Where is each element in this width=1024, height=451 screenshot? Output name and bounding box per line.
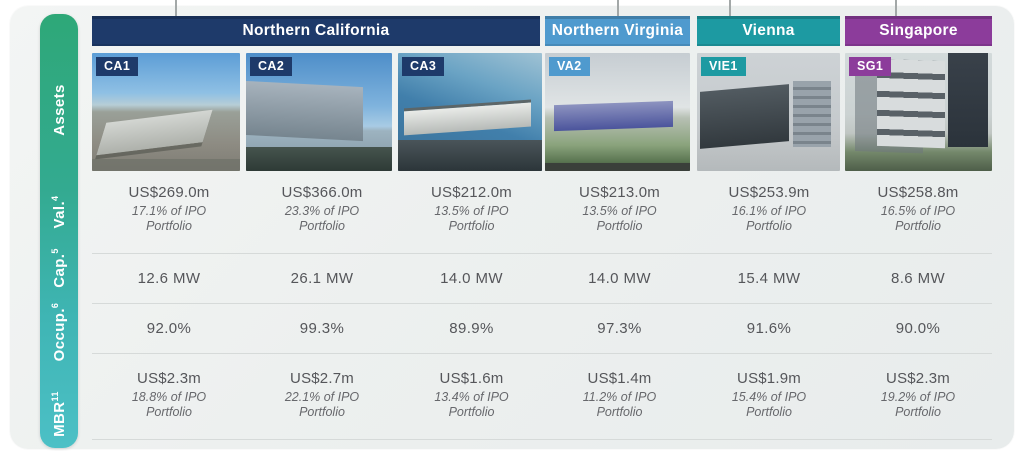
occupancy-cell-va2: 97.3%: [597, 320, 642, 337]
valuation-cell-va2: US$213.0m 13.5% of IPO Portfolio: [578, 184, 660, 234]
capacity-cell-ca1: 12.6 MW: [137, 270, 201, 287]
capacity-cell-ca3: 14.0 MW: [440, 270, 503, 287]
callout-line: [895, 0, 897, 17]
valuation-cell-ca2: US$366.0m 23.3% of IPO Portfolio: [281, 184, 363, 234]
row-labels-sidebar: Assets Val.4 Cap.5 Occup.6 MBR11: [40, 14, 78, 448]
row-label-assets: Assets: [51, 84, 68, 136]
asset-photo-ca1: CA1: [92, 53, 240, 171]
valuation-row: US$269.0m 17.1% of IPO Portfolio US$366.0…: [92, 174, 992, 254]
region-header-northern-virginia: Northern Virginia: [545, 16, 690, 46]
mbr-cell-ca2: US$2.7m 22.1% of IPO Portfolio: [284, 370, 360, 420]
asset-photo-vie1: VIE1: [697, 53, 840, 171]
region-header-northern-california: Northern California: [92, 16, 540, 46]
capacity-cell-sg1: 8.6 MW: [890, 270, 946, 287]
valuation-cell-ca1: US$269.0m 17.1% of IPO Portfolio: [128, 184, 210, 234]
valuation-cell-ca3: US$212.0m 13.5% of IPO Portfolio: [430, 184, 512, 234]
asset-tag-va2: VA2: [549, 57, 590, 76]
asset-tag-vie1: VIE1: [701, 57, 746, 76]
mbr-cell-sg1: US$2.3m 19.2% of IPO Portfolio: [880, 370, 956, 420]
row-label-occupancy: Occup.6: [50, 302, 68, 362]
mbr-cell-ca3: US$1.6m 13.4% of IPO Portfolio: [434, 370, 509, 420]
valuation-cell-vie1: US$253.9m 16.1% of IPO Portfolio: [728, 184, 810, 234]
row-label-valuation: Val.4: [50, 195, 68, 229]
row-label-mbr: MBR11: [50, 391, 68, 437]
mbr-row: US$2.3m 18.8% of IPO Portfolio US$2.7m 22.…: [92, 354, 992, 440]
callout-line: [617, 0, 619, 17]
asset-photo-sg1: SG1: [845, 53, 992, 171]
occupancy-cell-ca3: 89.9%: [449, 320, 494, 337]
capacity-cell-va2: 14.0 MW: [588, 270, 651, 287]
occupancy-cell-ca2: 99.3%: [299, 320, 345, 337]
asset-tag-sg1: SG1: [849, 57, 892, 76]
row-label-capacity: Cap.5: [50, 248, 68, 288]
capacity-cell-ca2: 26.1 MW: [290, 270, 354, 287]
mbr-cell-ca1: US$2.3m 18.8% of IPO Portfolio: [131, 370, 207, 420]
mbr-cell-vie1: US$1.9m 15.4% of IPO Portfolio: [731, 370, 807, 420]
region-header-vienna: Vienna: [697, 16, 840, 46]
capacity-cell-vie1: 15.4 MW: [737, 270, 801, 287]
occupancy-row: 92.0% 99.3% 89.9% 97.3% 91.6% 90.0%: [92, 304, 992, 354]
asset-tag-ca1: CA1: [96, 57, 139, 76]
asset-photo-ca3: CA3: [398, 53, 542, 171]
callout-line: [729, 0, 731, 17]
asset-tag-ca2: CA2: [250, 57, 293, 76]
occupancy-cell-vie1: 91.6%: [746, 320, 792, 337]
capacity-row: 12.6 MW 26.1 MW 14.0 MW 14.0 MW 15.4 MW …: [92, 254, 992, 304]
occupancy-cell-sg1: 90.0%: [895, 320, 941, 337]
valuation-cell-sg1: US$258.8m 16.5% of IPO Portfolio: [877, 184, 959, 234]
occupancy-cell-ca1: 92.0%: [146, 320, 192, 337]
mbr-cell-va2: US$1.4m 11.2% of IPO Portfolio: [582, 370, 657, 420]
asset-tag-ca3: CA3: [402, 57, 445, 76]
asset-photo-ca2: CA2: [246, 53, 392, 171]
callout-line: [175, 0, 177, 17]
region-header-singapore: Singapore: [845, 16, 992, 46]
asset-photo-va2: VA2: [545, 53, 690, 171]
